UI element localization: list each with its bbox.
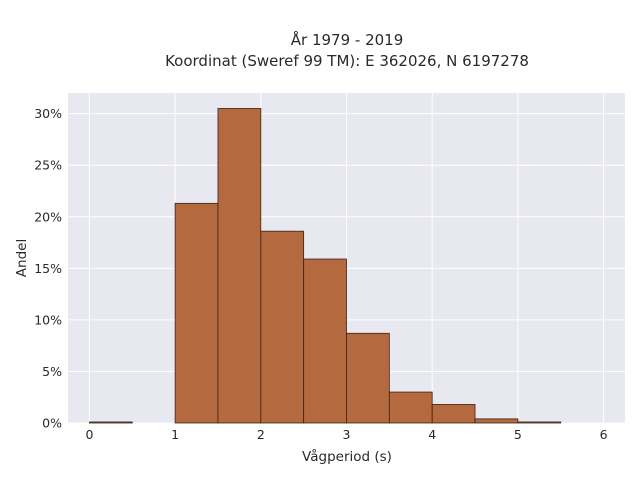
y-tick-label: 0%: [42, 416, 62, 431]
histogram-bar: [217, 108, 262, 424]
histogram-bar: [303, 258, 347, 424]
x-tick-label: 3: [343, 427, 351, 442]
y-tick-label: 15%: [34, 261, 62, 276]
histogram-bar: [89, 421, 133, 424]
x-tick-label: 0: [85, 427, 93, 442]
y-tick-label: 10%: [34, 312, 62, 327]
x-tick-label: 1: [171, 427, 179, 442]
y-tick-label: 20%: [34, 209, 62, 224]
histogram-bar: [431, 404, 476, 424]
chart-title-line-2: Koordinat (Sweref 99 TM): E 362026, N 61…: [165, 52, 529, 70]
x-axis-label: Vågperiod (s): [302, 448, 392, 465]
x-tick-label: 2: [257, 427, 265, 442]
histogram-bar: [346, 332, 390, 424]
chart-title-line-1: År 1979 - 2019: [291, 30, 404, 49]
y-tick-label: 5%: [42, 364, 62, 379]
histogram-bar: [517, 421, 562, 424]
x-tick-label: 6: [600, 427, 608, 442]
histogram-bar: [260, 230, 305, 424]
y-axis-label: Andel: [14, 239, 30, 277]
x-tick-label: 5: [514, 427, 522, 442]
histogram-bar: [174, 202, 219, 424]
x-tick-label: 4: [428, 427, 436, 442]
y-tick-label: 25%: [34, 158, 62, 173]
histogram-bar: [388, 391, 433, 424]
y-tick-label: 30%: [34, 106, 62, 121]
histogram-bar: [474, 418, 519, 424]
bar-layer: [89, 108, 562, 424]
tick-layer: 0% 5% 10% 15% 20% 25% 30% 0 1 2 3 4 5 6: [34, 106, 607, 442]
